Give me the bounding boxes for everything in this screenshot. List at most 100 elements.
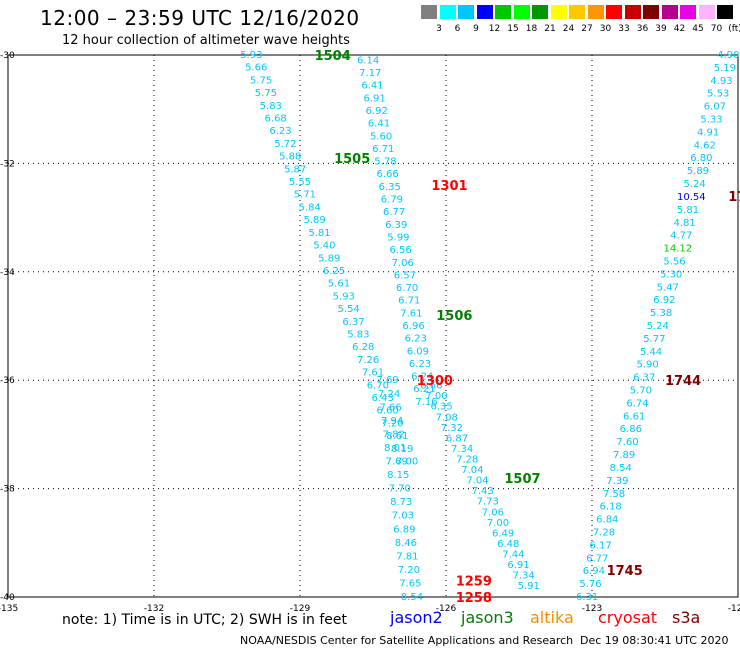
legend-swatch (624, 5, 641, 19)
lon-tick-label: -129 (290, 604, 311, 614)
lon-tick-label: -126 (436, 604, 457, 614)
legend-swatch (661, 5, 678, 19)
swh-value: 5.47 (657, 282, 679, 293)
legend-tick: 9 (473, 24, 479, 34)
lon-tick-label: -132 (144, 604, 164, 614)
note-text: note: 1) Time is in UTC; 2) SWH is in fe… (62, 612, 348, 628)
swh-value: 5.19 (714, 63, 736, 74)
legend-tick: 18 (525, 24, 538, 34)
swh-value: 7.34 (512, 571, 534, 582)
legend-swatch (513, 5, 530, 19)
legend-tick: 24 (562, 24, 575, 34)
legend-tick: 12 (488, 24, 501, 34)
swh-value: 7.73 (477, 497, 499, 508)
swh-value: 7.26 (357, 355, 379, 366)
swh-value: 6.86 (620, 424, 642, 435)
lat-tick-label: -34 (0, 268, 15, 278)
lat-tick-label: -30 (0, 51, 15, 61)
swh-value: 6.48 (497, 539, 519, 550)
swh-value: 6.80 (690, 153, 712, 164)
swh-value: 6.71 (398, 296, 420, 307)
map-frame (7, 54, 739, 598)
pass-label: 1505 (334, 152, 370, 167)
swh-value: 7.28 (593, 527, 615, 538)
legend-swatch (458, 5, 474, 19)
swh-value: 6.49 (492, 528, 514, 539)
legend-swatch (606, 5, 622, 19)
swh-value: 5.81 (677, 205, 699, 216)
swh-value: 6.37 (633, 373, 655, 384)
swh-value: 6.41 (361, 81, 383, 92)
pass-label: 1745 (607, 564, 643, 579)
swh-value: 7.81 (396, 551, 418, 562)
swh-value: 6.23 (409, 359, 431, 370)
pass-label: 1506 (436, 309, 472, 324)
satellite-jason3: jason3 (461, 608, 514, 627)
legend-swatch (476, 5, 493, 19)
swh-value: 7.08 (436, 412, 458, 423)
swh-value: 6.25 (323, 266, 345, 277)
swh-value: 7.06 (482, 507, 504, 518)
swh-value: 8.73 (390, 497, 412, 508)
swh-value: 7.43 (471, 486, 493, 497)
swh-value: 6.89 (393, 524, 415, 535)
swh-value: 6.35 (431, 402, 453, 413)
lat-tick-label: -36 (0, 376, 15, 386)
swh-value: 5.89 (303, 215, 325, 226)
legend-swatch (587, 5, 604, 19)
swh-value: 7.34 (451, 444, 473, 455)
swh-value: 7.58 (603, 489, 625, 500)
swh-value: 7.20 (398, 565, 420, 576)
swh-value: 7.69 (386, 457, 408, 468)
swh-value: 6.91 (507, 560, 529, 571)
swh-value: 6.57 (394, 270, 416, 281)
swh-value: 6.39 (385, 220, 407, 231)
pass-label: 1259 (456, 575, 492, 590)
legend-tick: (ft) (728, 24, 740, 34)
swh-value: 7.61 (362, 368, 384, 379)
legend-tick: 36 (636, 24, 649, 34)
legend-swatch (643, 5, 659, 19)
swh-value: 6.24 (411, 372, 433, 383)
swh-value: 7.69 (376, 375, 398, 386)
swh-value: 6.71 (372, 144, 394, 155)
swh-value: 7.24 (378, 389, 400, 400)
swh-value: 5.53 (707, 89, 729, 100)
swh-value: 6.70 (367, 380, 389, 391)
swh-value: 5.77 (643, 334, 665, 345)
pass-label: 1301 (431, 179, 467, 194)
swh-value: 6.07 (704, 102, 726, 113)
swh-value: 7.06 (392, 258, 414, 269)
swh-value: 5.24 (647, 321, 669, 332)
swh-value: 7.00 (425, 391, 447, 402)
swh-value: 5.99 (387, 232, 409, 243)
legend-tick: 70 (710, 24, 723, 34)
swh-value: 8.61 (386, 431, 408, 442)
swh-value: 7.28 (456, 455, 478, 466)
swh-value: 6.68 (265, 114, 287, 125)
swh-value: 6.79 (381, 195, 403, 206)
swh-value: 6.84 (596, 515, 618, 526)
swh-value: 6.23 (269, 126, 291, 137)
lat-tick-label: -32 (0, 159, 15, 169)
lon-tick-label: -120 (728, 604, 740, 614)
swh-value: 5.71 (294, 190, 316, 201)
swh-value: 6.91 (363, 93, 385, 104)
swh-value: 7.89 (613, 450, 635, 461)
swh-value: 7.00 (487, 518, 509, 529)
legend-swatch (550, 5, 567, 19)
legend-tick: 21 (544, 24, 556, 34)
swh-value: 5.60 (370, 131, 392, 142)
swh-value: 6.17 (589, 540, 611, 551)
satellite-jason2: jason2 (390, 608, 443, 627)
lon-tick-label: -135 (0, 604, 18, 614)
swh-value: 6.77 (586, 553, 608, 564)
pass-label: 1507 (504, 472, 540, 487)
swh-value: 10.54 (677, 192, 706, 203)
swh-value: 6.23 (405, 334, 427, 345)
swh-value: 5.83 (347, 329, 369, 340)
legend-swatch (698, 5, 715, 19)
swh-value: 6.77 (383, 207, 405, 218)
